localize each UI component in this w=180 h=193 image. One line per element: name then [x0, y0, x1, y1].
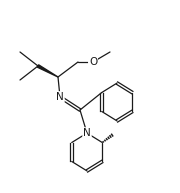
Text: N: N	[83, 128, 91, 138]
Polygon shape	[37, 65, 58, 77]
Text: O: O	[89, 57, 97, 67]
Text: N: N	[56, 92, 64, 102]
